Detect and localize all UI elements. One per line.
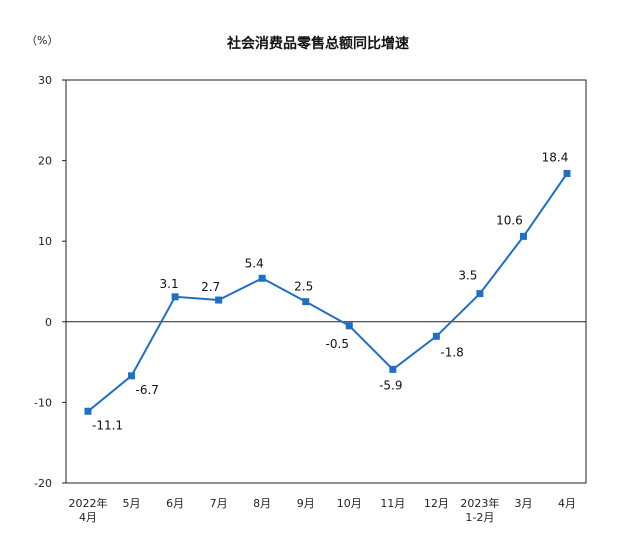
x-tick-label-line: 2023年	[460, 496, 499, 510]
unit-label: （%）	[26, 34, 58, 47]
x-tick-label: 3月	[514, 497, 532, 510]
y-tick-label: 30	[38, 74, 52, 87]
y-tick-label: -20	[34, 477, 52, 490]
y-tick-label: -10	[34, 396, 52, 409]
data-label: -11.1	[92, 418, 123, 432]
x-tick-label: 6月	[166, 497, 184, 510]
x-tick-label-line: 8月	[253, 497, 271, 510]
x-tick-label-line: 12月	[424, 497, 449, 510]
x-tick-label: 12月	[424, 497, 449, 510]
data-point	[215, 296, 223, 304]
data-label: -6.7	[136, 383, 159, 397]
x-tick-label-line: 11月	[380, 497, 405, 510]
x-tick-label: 10月	[337, 497, 362, 510]
x-tick-label: 9月	[297, 497, 315, 510]
data-label: -1.8	[440, 345, 463, 359]
data-points	[84, 169, 571, 415]
y-tick-label: 0	[45, 316, 52, 329]
data-labels: -11.1 -6.7 3.1 2.7 5.4 2.5 -0.5 -5.9 -1.8 3.5 10.6…	[92, 150, 568, 432]
x-tick-label-line: 9月	[297, 497, 315, 510]
x-tick-label-line: 4月	[558, 497, 576, 510]
x-tick-label: 8月	[253, 497, 271, 510]
data-label: 3.5	[458, 269, 477, 283]
data-label: -5.9	[379, 378, 402, 392]
x-tick-label-line: 1-2月	[465, 511, 494, 524]
data-point	[519, 232, 527, 240]
series-line	[87, 172, 568, 413]
data-label: -0.5	[326, 337, 349, 351]
data-point	[476, 290, 484, 298]
x-tick-label: 5月	[123, 497, 141, 510]
x-tick-label: 2023年 1-2月	[460, 496, 499, 524]
data-label: 2.7	[201, 280, 220, 294]
data-label: 2.5	[294, 280, 313, 294]
data-point	[345, 322, 353, 330]
data-point	[84, 407, 92, 415]
data-point	[258, 274, 266, 282]
data-point	[432, 332, 440, 340]
data-point	[389, 365, 397, 373]
data-label: 5.4	[245, 256, 264, 270]
data-label: 18.4	[542, 150, 569, 164]
y-tick-label: 10	[38, 235, 52, 248]
data-point	[128, 372, 136, 380]
x-tick-label-line: 5月	[123, 497, 141, 510]
x-tick-label: 11月	[380, 497, 405, 510]
y-tick-label: 20	[38, 155, 52, 168]
x-tick-label-line: 2022年	[69, 496, 108, 510]
data-point	[302, 298, 310, 306]
chart-title: 社会消费品零售总额同比增速	[226, 35, 409, 52]
x-tick-label-line: 3月	[514, 497, 532, 510]
x-tick-label: 2022年 4月	[69, 496, 108, 524]
x-tick-label: 7月	[210, 497, 228, 510]
x-tick-label-line: 4月	[79, 511, 97, 524]
data-point	[171, 293, 179, 301]
data-label: 3.1	[160, 277, 179, 291]
x-tick-label-line: 10月	[337, 497, 362, 510]
x-tick-label: 4月	[558, 497, 576, 510]
x-tick-label-line: 7月	[210, 497, 228, 510]
plot-area	[65, 79, 587, 484]
data-point	[563, 169, 571, 177]
data-label: 10.6	[496, 213, 523, 227]
x-tick-label-line: 6月	[166, 497, 184, 510]
y-axis: 30 20 10 0 -10 -20	[34, 74, 66, 490]
